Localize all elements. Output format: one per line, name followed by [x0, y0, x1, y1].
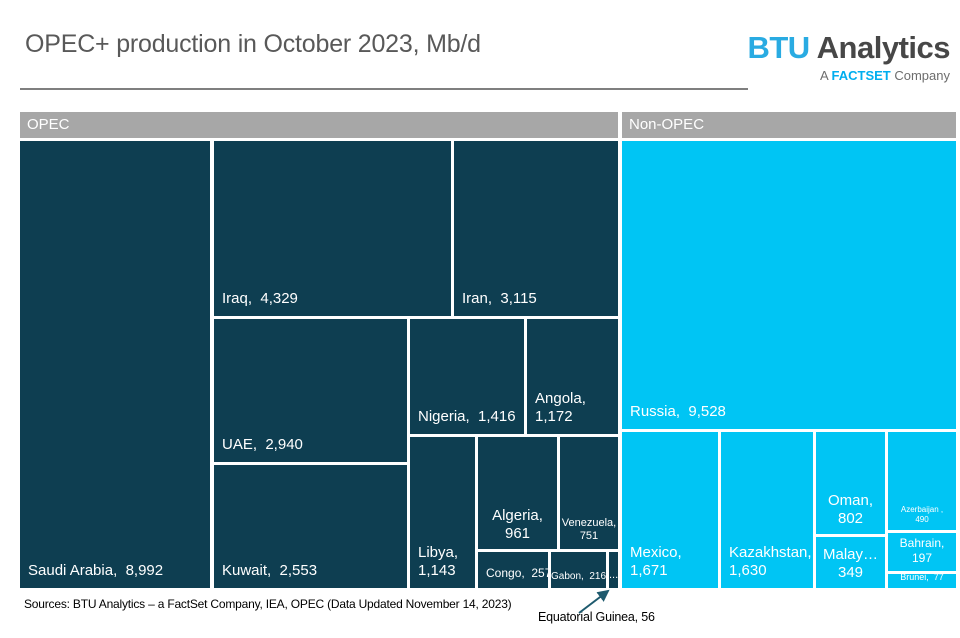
treemap-cell-iran[interactable]: Iran, 3,115 [454, 141, 618, 316]
treemap-cell-label: Angola, 1,172 [535, 389, 586, 426]
treemap-group-header-non-opec: Non-OPEC [622, 112, 956, 138]
treemap-cell-more[interactable]: ... [609, 552, 618, 588]
logo-factset-text: FACTSET [831, 68, 891, 83]
treemap-cell-uae[interactable]: UAE, 2,940 [214, 319, 407, 462]
treemap-cell-label: Gabon, 216 [551, 570, 606, 582]
treemap-cell-bahrain[interactable]: Bahrain, 197 [888, 533, 956, 571]
treemap-cell-nigeria[interactable]: Nigeria, 1,416 [410, 319, 524, 434]
treemap-cell-algeria[interactable]: Algeria, 961 [478, 437, 557, 549]
treemap-cell-label: Iraq, 4,329 [222, 290, 298, 308]
equatorial-guinea-annotation: Equatorial Guinea, 56 [538, 610, 655, 624]
btu-analytics-logo: BTU Analytics A FACTSET Company [747, 32, 950, 82]
logo-btu-text: BTU [747, 30, 810, 65]
treemap-cell-label: Libya, 1,143 [418, 543, 459, 580]
treemap-cell-iraq[interactable]: Iraq, 4,329 [214, 141, 451, 316]
annotation-arrow-icon [578, 589, 610, 614]
logo-tagline: A FACTSET Company [819, 68, 950, 83]
treemap-cell-gabon[interactable]: Gabon, 216 [551, 552, 606, 588]
treemap-cell-congo[interactable]: Congo, 257 [478, 552, 548, 588]
treemap-group-header-opec: OPEC [20, 112, 618, 138]
treemap-cell-kazakhstan[interactable]: Kazakhstan, 1,630 [721, 432, 813, 588]
treemap-cell-label: Congo, 257 [486, 566, 548, 580]
treemap-cell-venezuela[interactable]: Venezuela, 751 [560, 437, 618, 549]
treemap-cell-libya[interactable]: Libya, 1,143 [410, 437, 475, 588]
sources-note: Sources: BTU Analytics – a FactSet Compa… [24, 597, 512, 611]
treemap-cell-label: Brunei, 77 [900, 574, 944, 582]
treemap-cell-label: UAE, 2,940 [222, 436, 303, 454]
treemap-cell-label: Nigeria, 1,416 [418, 408, 516, 426]
treemap-cell-oman[interactable]: Oman, 802 [816, 432, 885, 534]
treemap-cell-label: Malay… 349 [822, 545, 878, 582]
treemap-cell-mexico[interactable]: Mexico, 1,671 [622, 432, 718, 588]
treemap-cell-label: Russia, 9,528 [630, 403, 726, 421]
treemap-cell-label: Algeria, 961 [492, 506, 543, 543]
treemap-cell-russia[interactable]: Russia, 9,528 [622, 141, 956, 429]
treemap-cell-label: Bahrain, 197 [899, 536, 945, 565]
treemap-cell-angola[interactable]: Angola, 1,172 [527, 319, 618, 434]
title-divider [20, 88, 748, 90]
treemap-cell-label: Iran, 3,115 [462, 290, 537, 308]
treemap-cell-label: Oman, 802 [827, 491, 873, 528]
treemap-cell-saudi-arabia[interactable]: Saudi Arabia, 8,992 [20, 141, 210, 588]
treemap-cell-brunei[interactable]: Brunei, 77 [888, 574, 956, 588]
treemap-cell-malay[interactable]: Malay… 349 [816, 537, 885, 588]
treemap-cell-label: Kuwait, 2,553 [222, 562, 318, 580]
treemap-cell-label: Venezuela, 751 [561, 516, 617, 543]
treemap-cell-label: Mexico, 1,671 [630, 543, 682, 580]
page-title: OPEC+ production in October 2023, Mb/d [25, 30, 481, 58]
treemap-chart: OPEC Saudi Arabia, 8,992 Iraq, 4,329 Iran, … [20, 112, 956, 588]
treemap-cell-label: Kazakhstan, 1,630 [729, 543, 812, 580]
treemap-cell-azerbaijan[interactable]: Azerbaijan , 490 [888, 432, 956, 530]
logo-wordmark: BTU Analytics [747, 32, 950, 63]
treemap-cell-label: ... [609, 569, 618, 582]
logo-analytics-text: Analytics [809, 30, 951, 65]
treemap-cell-label: Saudi Arabia, 8,992 [28, 562, 164, 580]
treemap-cell-label: Azerbaijan , 490 [900, 505, 944, 524]
treemap-cell-kuwait[interactable]: Kuwait, 2,553 [214, 465, 407, 588]
